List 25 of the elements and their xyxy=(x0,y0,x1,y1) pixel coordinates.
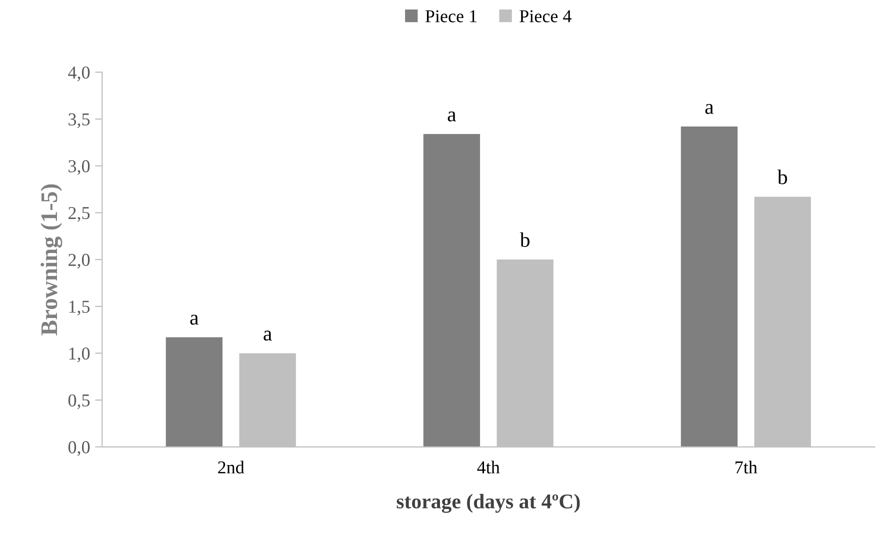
y-tick-label: 2,5 xyxy=(68,207,90,222)
y-tick-label: 4,0 xyxy=(68,66,90,82)
x-axis-title: storage (days at 4ºC) xyxy=(396,494,580,513)
y-tick-label: 1,0 xyxy=(69,347,90,362)
bar xyxy=(166,337,223,447)
y-tick-label: 0,5 xyxy=(68,394,90,410)
y-tick-label: 0,0 xyxy=(68,441,90,456)
x-tick-label: 2nd xyxy=(218,460,244,474)
y-tick-label: 1,5 xyxy=(69,300,90,316)
annotation: b xyxy=(777,170,788,184)
x-tick-label: 7th xyxy=(736,460,758,474)
annotation: a xyxy=(448,111,456,122)
legend-label: Piece 1 xyxy=(425,10,476,22)
annotation: b xyxy=(520,232,530,247)
x-tick-label: 4th xyxy=(477,460,500,474)
y-axis-title: Browning (1-5) xyxy=(40,184,62,336)
bar xyxy=(423,134,480,447)
annotation: a xyxy=(190,314,199,325)
bar xyxy=(680,126,738,447)
y-tick-label: 3,0 xyxy=(68,160,90,175)
legend-label: Piece 4 xyxy=(520,10,572,22)
y-tick-label: 2,0 xyxy=(68,254,90,269)
y-tick-label: 3,5 xyxy=(68,113,90,128)
annotation: a xyxy=(264,330,272,341)
annotation: a xyxy=(705,104,714,114)
